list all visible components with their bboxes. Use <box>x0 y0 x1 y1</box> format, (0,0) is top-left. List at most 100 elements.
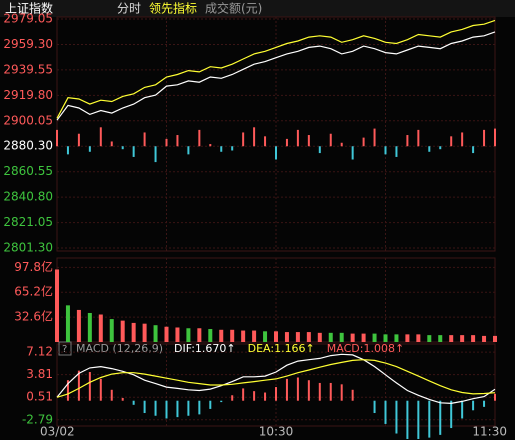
x-tick-label: 11:30 <box>472 425 507 439</box>
macd-bar <box>99 378 102 401</box>
macd-bar <box>132 400 135 405</box>
volume-bar <box>175 327 180 342</box>
breadth-bar <box>132 146 135 157</box>
volume-bar <box>317 332 322 342</box>
macd-bar <box>329 382 332 401</box>
macd-bar <box>220 400 223 403</box>
volume-bar <box>164 326 169 342</box>
breadth-bar <box>439 146 442 150</box>
volume-bar <box>274 331 278 342</box>
macd-bar <box>143 400 146 414</box>
macd-bar <box>450 400 453 429</box>
series-line <box>56 19 496 119</box>
x-tick-label: 03/02 <box>40 425 75 439</box>
volume-bar <box>372 333 377 342</box>
volume-bar <box>383 334 388 342</box>
macd-bar <box>395 400 398 434</box>
macd-bar <box>121 397 124 401</box>
macd-bar <box>264 392 267 401</box>
breadth-bar <box>275 146 277 160</box>
breadth-bar <box>318 146 321 154</box>
breadth-bar <box>121 146 124 150</box>
volume-bar <box>65 305 70 342</box>
macd-bar <box>110 389 113 401</box>
volume-bar <box>241 330 246 342</box>
volume-bar <box>416 334 421 342</box>
breadth-bar <box>198 129 201 147</box>
macd-bar <box>253 391 256 401</box>
volume-bar <box>361 333 366 342</box>
macd-bar <box>285 378 288 401</box>
breadth-bar <box>253 127 256 147</box>
volume-bar <box>109 319 114 342</box>
macd-bar <box>66 380 69 401</box>
macd-bar <box>231 395 234 401</box>
breadth-bar <box>187 146 190 155</box>
volume-bar <box>328 332 333 342</box>
macd-bar <box>187 400 190 416</box>
breadth-bar <box>461 132 464 147</box>
breadth-bar <box>395 146 398 157</box>
breadth-bar <box>362 137 365 147</box>
volume-bar <box>120 320 125 342</box>
volume-bar <box>197 328 202 342</box>
macd-bar <box>88 372 91 401</box>
y-tick-label: 2821.05 <box>3 215 53 229</box>
breadth-bar <box>417 129 420 147</box>
series-line <box>56 353 496 405</box>
indicator-name: 领先指标 <box>149 1 197 16</box>
macd-bar <box>406 400 409 439</box>
macd-bar <box>340 384 343 401</box>
breadth-bar <box>384 146 387 155</box>
breadth-bar <box>231 146 234 151</box>
breadth-bar <box>373 128 376 147</box>
macd-bar <box>428 400 431 438</box>
volume-bar <box>295 332 300 342</box>
breadth-bar <box>99 127 102 147</box>
macd-bar <box>275 387 277 401</box>
breadth-bar <box>88 146 91 152</box>
volume-bar <box>394 334 399 342</box>
volume-bar <box>471 335 476 342</box>
breadth-bar <box>154 146 157 163</box>
symbol-name: 上证指数 <box>5 1 53 16</box>
breadth-bar <box>176 135 179 147</box>
help-button[interactable] <box>58 341 72 356</box>
breadth-bar <box>264 136 267 147</box>
macd-bar <box>209 400 212 409</box>
y-tick-label: 3.81 <box>26 367 53 381</box>
breadth-bar <box>66 146 69 155</box>
volume-bar <box>493 335 497 342</box>
volume-bar <box>76 309 81 342</box>
macd-bar <box>417 400 420 439</box>
y-tick-label: 0.51 <box>26 390 53 404</box>
volume-bar <box>284 332 289 342</box>
macd-bar <box>483 400 486 407</box>
y-tick-label: 2939.55 <box>3 62 53 76</box>
breadth-bar <box>143 132 146 147</box>
volume-bar <box>208 329 213 342</box>
volume-bar <box>186 328 191 342</box>
help-icon: ? <box>62 344 67 355</box>
volume-bar <box>350 333 355 342</box>
breadth-bar <box>110 141 113 147</box>
volume-bar <box>339 332 344 342</box>
mode-tab[interactable]: 分时 <box>117 2 141 16</box>
y-tick-label: 32.6亿 <box>14 309 53 324</box>
breadth-bar <box>406 135 409 147</box>
breadth-bar <box>209 144 212 147</box>
volume-bar <box>55 269 59 342</box>
y-tick-label: 2959.30 <box>3 37 53 51</box>
y-tick-label: 2919.80 <box>3 88 53 102</box>
y-tick-label: -2.79 <box>22 412 53 426</box>
volume-bar <box>131 322 136 342</box>
macd-bar <box>318 382 321 401</box>
legend-entry: DIF:1.670↑ <box>174 342 236 355</box>
macd-bar <box>77 370 80 401</box>
volume-bar <box>98 314 103 342</box>
macd-title: MACD (12,26,9) <box>76 342 163 355</box>
volume-bar <box>263 331 268 342</box>
volume-bar <box>427 335 432 342</box>
y-tick-label: 2801.30 <box>3 241 53 255</box>
breadth-bar <box>242 132 245 147</box>
